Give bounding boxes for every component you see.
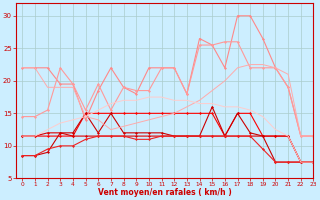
X-axis label: Vent moyen/en rafales ( km/h ): Vent moyen/en rafales ( km/h ) — [98, 188, 232, 197]
